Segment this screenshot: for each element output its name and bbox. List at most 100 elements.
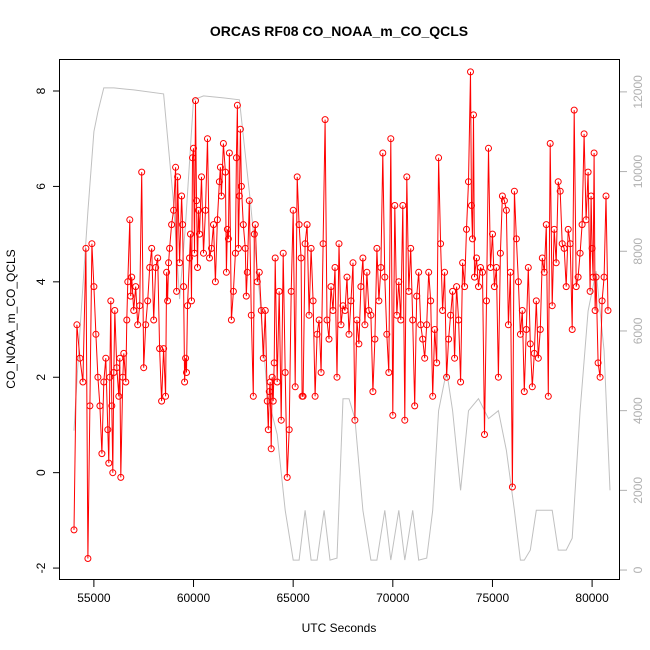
co-data-point [162,392,170,400]
co-data-point [470,111,477,119]
co-data-point [96,402,104,410]
co-data-point [237,182,245,190]
co-data-point [76,354,84,362]
co-data-point [496,249,504,257]
co-data-point [163,268,171,276]
co-data-point [115,392,123,400]
y2-tick-label: 0 [631,566,645,573]
co-data-point [126,216,134,224]
co-data-point [299,392,307,400]
co-data-point [98,450,106,458]
co-data-point [468,202,475,209]
x-tick-label: 55000 [77,591,111,605]
co-data-point [415,268,423,276]
co-data-point [355,340,363,348]
co-data-point [572,283,580,291]
co-data-point [516,330,524,338]
co-data-point [301,240,309,248]
co-data-point [598,297,606,305]
co-data-point [267,445,275,453]
co-data-point [82,244,90,252]
co-data-point [277,416,285,424]
co-data-point [437,240,445,248]
co-data-point [150,316,158,324]
co-data-point [556,187,564,195]
co-data-point [124,278,132,286]
co-data-point [562,283,570,291]
co-data-point [469,235,476,243]
co-data-point [315,316,323,324]
co-data-point [395,278,403,286]
co-data-point [257,307,265,314]
co-data-point [604,307,612,314]
co-data-point [461,283,469,291]
co-data-point [411,402,419,410]
co-data-point [443,373,451,381]
co-data-point [520,388,528,396]
co-data-point [111,307,119,314]
x-tick-label: 80000 [575,591,609,605]
co-series [70,68,612,562]
co-data-point [413,292,421,300]
co-data-point [138,168,146,176]
co-data-point [347,297,355,305]
co-data-point [483,297,490,305]
co-data-point [283,473,291,481]
co-data-point [588,244,596,252]
co-data-point [367,311,375,319]
co-data-point [385,369,393,376]
co-data-point [570,106,578,114]
co-data-point [361,321,369,329]
co-data-point [397,316,405,324]
co-data-point [389,411,397,419]
co-data-point [457,378,465,386]
co-data-point [178,192,186,200]
y-tick-label: 4 [34,278,48,285]
co-data-point [241,244,249,252]
co-data-point [206,254,213,262]
co-data-point [173,287,181,295]
co-data-point [249,392,257,400]
co-data-point [239,221,247,229]
co-data-point [538,254,546,262]
co-data-point [189,154,196,162]
co-data-point [251,221,259,229]
co-data-point [79,378,87,386]
co-data-point [510,187,518,195]
co-data-point [217,192,225,200]
co-data-point [311,392,319,400]
co-data-point [600,273,608,281]
co-data-point [552,259,560,267]
co-data-point [492,264,500,271]
co-data-point [467,68,474,76]
co-data-point [164,297,172,305]
co-data-point [568,326,576,333]
y2-tick-label: 2000 [631,477,645,504]
co-data-point [253,278,261,286]
co-data-point [502,206,510,214]
co-data-point [365,307,373,314]
co-data-point [512,235,520,243]
co-data-point [425,268,433,276]
co-data-point [506,268,514,276]
co-data-point [156,345,164,353]
co-data-point [142,321,150,329]
co-data-point [170,206,178,214]
co-data-point [232,154,240,162]
co-data-point [435,154,443,162]
co-data-point [188,297,195,305]
co-data-point [236,125,244,133]
co-data-point [498,192,506,200]
co-data-point [250,230,258,238]
co-data-point [182,354,190,362]
co-data-point [104,426,112,434]
co-data-point [172,163,180,171]
co-data-point [289,206,297,214]
co-data-point [245,197,253,205]
co-data-point [377,264,385,271]
co-data-point [179,221,187,229]
co-data-point [132,283,140,291]
co-data-point [591,307,599,314]
co-data-point [403,173,411,181]
co-data-point [524,264,532,271]
